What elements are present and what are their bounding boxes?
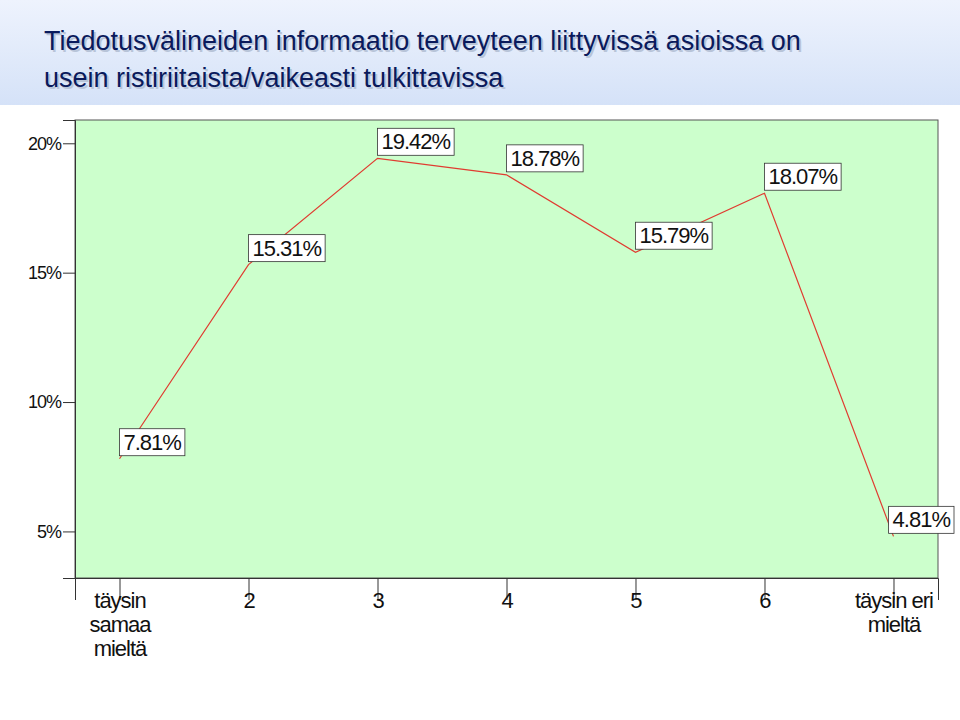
- data-label: 4.81%: [889, 506, 954, 533]
- y-tick: 20%: [28, 134, 75, 154]
- chart: Tiedotusvälineiden informaatio terveytee…: [0, 0, 960, 720]
- data-label: 15.79%: [635, 222, 712, 249]
- x-tick-label: 6: [759, 588, 771, 613]
- y-axis: 5% 10% 15% 20%: [28, 121, 76, 579]
- y-tick-label: 15%: [28, 263, 62, 283]
- x-tick-label: 2: [243, 588, 255, 613]
- x-tick: täysinsamaamieltä: [89, 578, 152, 661]
- x-tick: 6: [759, 578, 771, 613]
- data-label-text: 4.81%: [893, 507, 951, 532]
- x-tick-label: täysin erimieltä: [855, 588, 933, 637]
- y-tick-mark: [63, 273, 75, 274]
- data-label-text: 15.31%: [253, 236, 322, 261]
- data-label-text: 18.78%: [511, 146, 580, 171]
- data-label-box: [635, 222, 712, 249]
- y-tick-mark: [63, 402, 75, 403]
- y-tick-mark: [63, 143, 75, 144]
- y-tick: 5%: [37, 522, 75, 542]
- x-tick-label: 5: [630, 588, 642, 613]
- plot-area: [75, 120, 938, 578]
- data-label: 18.07%: [764, 163, 841, 190]
- y-tick: 15%: [28, 263, 75, 283]
- title: Tiedotusvälineiden informaatio terveytee…: [44, 26, 801, 93]
- y-tick: 10%: [28, 392, 75, 412]
- marks: [120, 158, 894, 536]
- y-tick-mark: [63, 531, 75, 532]
- data-label-box: [764, 163, 841, 190]
- title-band: [0, 0, 960, 105]
- data-label: 19.42%: [378, 128, 455, 155]
- x-tick: 4: [501, 578, 513, 613]
- data-label-box: [249, 235, 326, 262]
- data-line: [120, 158, 894, 536]
- y-tick-label: 10%: [28, 392, 62, 412]
- x-tick-label: täysinsamaamieltä: [89, 588, 152, 661]
- data-label-text: 15.79%: [639, 223, 708, 248]
- data-label: 7.81%: [120, 429, 185, 456]
- data-label-box: [378, 128, 455, 155]
- y-tick-label: 5%: [37, 522, 62, 542]
- x-tick: täysin erimieltä: [855, 578, 933, 637]
- data-label-text: 7.81%: [124, 430, 182, 455]
- x-tick: 2: [243, 578, 255, 613]
- y-tick-label: 20%: [28, 134, 62, 154]
- data-label-text: 18.07%: [768, 164, 837, 189]
- data-label-box: [889, 506, 954, 533]
- x-tick: 5: [630, 578, 642, 613]
- y-axis-line: [63, 121, 76, 579]
- x-axis: täysinsamaamieltä 2 3 4 5 6 täysin erimieltä: [76, 578, 939, 661]
- data-label: 15.31%: [249, 235, 326, 262]
- data-label-text: 19.42%: [382, 129, 451, 154]
- data-label-box: [507, 145, 584, 172]
- data-labels: 7.81% 15.31% 19.42% 18.78% 15.79% 18.07% 4.81%: [120, 128, 954, 533]
- data-label-box: [120, 429, 185, 456]
- data-label: 18.78%: [507, 145, 584, 172]
- x-tick: 3: [372, 578, 384, 613]
- x-tick-label: 3: [372, 588, 384, 613]
- x-tick-label: 4: [501, 588, 513, 613]
